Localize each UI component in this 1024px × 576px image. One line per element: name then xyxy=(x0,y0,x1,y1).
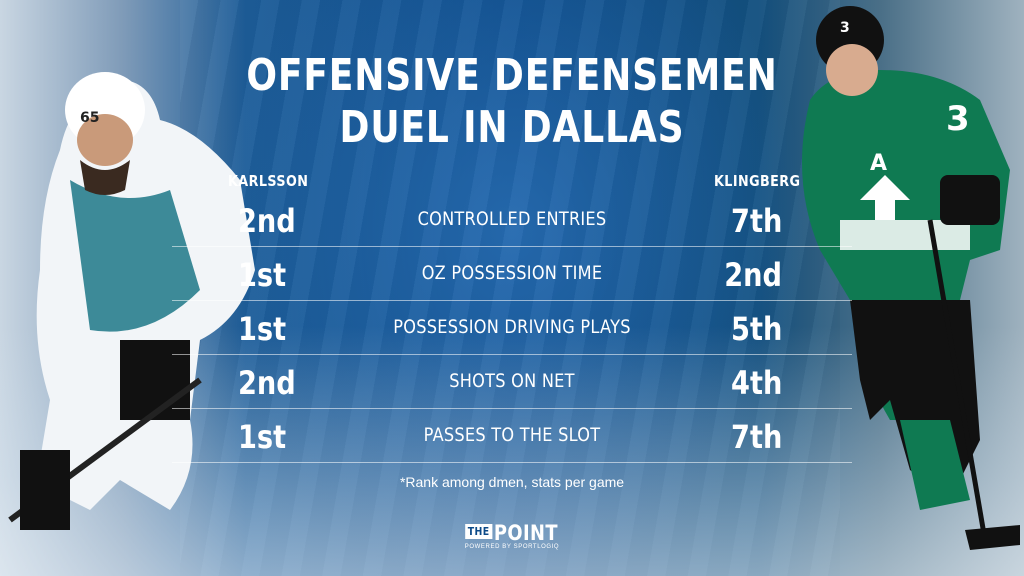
klingberg-player-photo: 3 3 A xyxy=(802,6,1020,550)
stars-logo-icon xyxy=(860,175,910,220)
right-player-name: KLINGBERG xyxy=(714,172,801,190)
left-rank: 1st xyxy=(238,256,287,294)
stat-label: POSSESSION DRIVING PLAYS xyxy=(393,316,631,338)
stat-label: SHOTS ON NET xyxy=(449,370,575,392)
stat-comparison-table: 2nd CONTROLLED ENTRIES 7th 1st OZ POSSES… xyxy=(172,193,852,463)
title-line-1: OFFENSIVE DEFENSEMEN xyxy=(246,50,778,101)
right-rank: 7th xyxy=(730,202,782,240)
right-helmet-number: 3 xyxy=(840,20,850,36)
logo-wordmark: THE POINT xyxy=(465,521,559,545)
footnote: *Rank among dmen, stats per game xyxy=(399,474,625,490)
right-rank: 5th xyxy=(730,310,782,348)
stat-row: 1st PASSES TO THE SLOT 7th xyxy=(172,409,852,463)
left-rank: 1st xyxy=(238,418,287,456)
left-player-name: KARLSSON xyxy=(228,172,309,190)
captain-letter: A xyxy=(870,151,887,176)
the-point-logo: THE POINT POWERED BY SPORTLOGIQ xyxy=(0,521,1024,550)
right-jersey-number: 3 xyxy=(946,99,970,139)
stat-row: 1st OZ POSSESSION TIME 2nd xyxy=(172,247,852,301)
stat-label: OZ POSSESSION TIME xyxy=(421,262,603,284)
stat-label: CONTROLLED ENTRIES xyxy=(417,208,607,230)
title-line-2: DUEL IN DALLAS xyxy=(339,102,685,153)
left-rank: 2nd xyxy=(238,202,296,240)
infographic-title: OFFENSIVE DEFENSEMEN DUEL IN DALLAS xyxy=(92,50,932,154)
right-rank: 4th xyxy=(730,364,782,402)
stat-row: 2nd CONTROLLED ENTRIES 7th xyxy=(172,193,852,247)
stat-row: 2nd SHOTS ON NET 4th xyxy=(172,355,852,409)
right-rank: 2nd xyxy=(724,256,782,294)
stat-label: PASSES TO THE SLOT xyxy=(423,424,601,446)
stat-row: 1st POSSESSION DRIVING PLAYS 5th xyxy=(172,301,852,355)
left-helmet-number: 65 xyxy=(80,110,99,126)
left-rank: 2nd xyxy=(238,364,296,402)
left-rank: 1st xyxy=(238,310,287,348)
karlsson-player-photo: 65 xyxy=(8,72,256,530)
right-rank: 7th xyxy=(730,418,782,456)
logo-the: THE xyxy=(465,524,493,539)
logo-powered-by: POWERED BY SPORTLOGIQ xyxy=(464,544,560,550)
logo-point: POINT xyxy=(494,521,559,545)
